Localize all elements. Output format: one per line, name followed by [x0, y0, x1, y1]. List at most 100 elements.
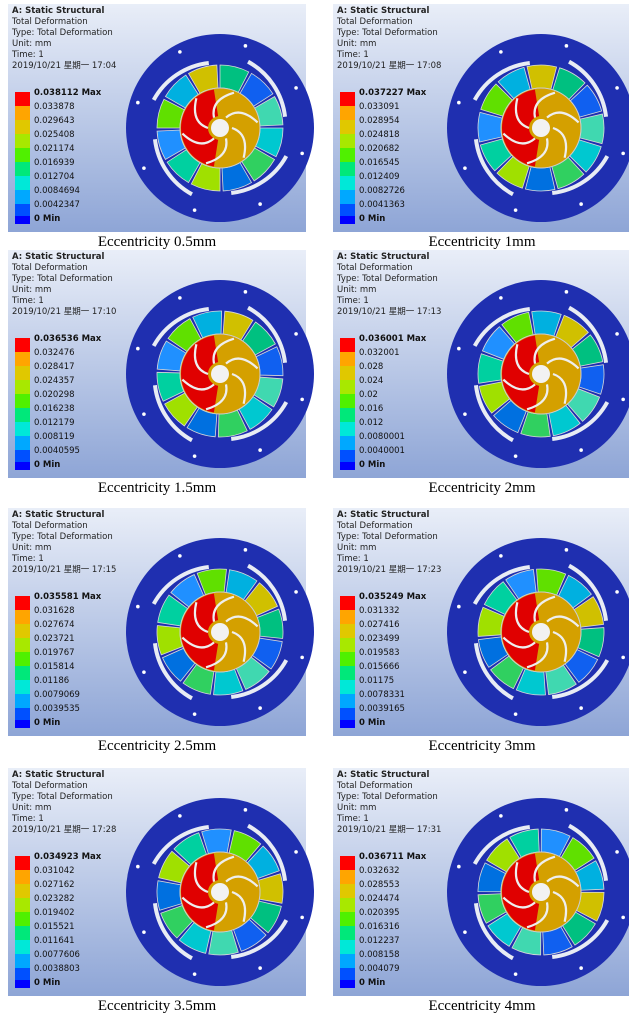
hub: [532, 883, 550, 901]
legend-band: [15, 422, 30, 436]
header-line: A: Static Structural: [337, 770, 429, 780]
legend-band: [340, 638, 355, 652]
bolt-hole: [178, 50, 182, 54]
legend-band: [340, 968, 355, 982]
caption: Eccentricity 1.5mm: [98, 480, 217, 496]
legend-band: [340, 190, 355, 204]
legend-label: 0.037227 Max: [359, 88, 427, 98]
legend-label: 0.024474: [359, 894, 400, 904]
legend-band: [340, 884, 355, 898]
bolt-hole: [258, 706, 262, 710]
legend-band: [340, 912, 355, 926]
flow-segment: [525, 167, 555, 191]
bolt-hole: [142, 166, 146, 170]
legend-label: 0.016316: [359, 922, 400, 932]
bolt-hole: [579, 966, 583, 970]
legend-band: [15, 856, 30, 870]
header-line: Unit: mm: [337, 543, 376, 553]
legend-band: [340, 720, 355, 728]
legend-band: [15, 450, 30, 464]
legend-label: 0.028553: [359, 880, 400, 890]
legend-band: [15, 134, 30, 148]
legend-label: 0.033878: [34, 102, 75, 112]
legend-band: [15, 912, 30, 926]
legend-band: [340, 380, 355, 394]
legend-label: 0.0038803: [34, 964, 80, 974]
bolt-hole: [579, 448, 583, 452]
legend-band: [340, 134, 355, 148]
bolt-hole: [615, 86, 619, 90]
legend-label: 0.032476: [34, 348, 75, 358]
legend-label: 0.020682: [359, 144, 400, 154]
legend-label: 0.024357: [34, 376, 75, 386]
legend-band: [340, 898, 355, 912]
legend-band: [340, 120, 355, 134]
legend-band: [15, 204, 30, 218]
figure: A: Static StructuralTotal DeformationTyp…: [0, 0, 629, 1034]
legend-label: 0.01186: [34, 676, 69, 686]
legend-label: 0.019767: [34, 648, 75, 658]
header-line: Time: 1: [11, 814, 44, 824]
legend-band: [15, 898, 30, 912]
legend-label: 0.015521: [34, 922, 75, 932]
bolt-hole: [136, 101, 140, 105]
panel: A: Static StructuralTotal DeformationTyp…: [333, 4, 629, 250]
legend-band: [15, 92, 30, 106]
header-line: Unit: mm: [337, 285, 376, 295]
legend-band: [340, 422, 355, 436]
legend-band: [15, 366, 30, 380]
legend-label: 0.021174: [34, 144, 75, 154]
legend-band: [340, 204, 355, 218]
bolt-hole: [463, 412, 467, 416]
header-line: Type: Total Deformation: [11, 532, 113, 542]
caption: Eccentricity 2.5mm: [98, 738, 217, 754]
header-line: A: Static Structural: [337, 252, 429, 262]
legend-band: [15, 980, 30, 988]
header-line: A: Static Structural: [12, 6, 104, 16]
legend-label: 0.023282: [34, 894, 75, 904]
header-line: Total Deformation: [11, 521, 88, 531]
header-line: Total Deformation: [336, 17, 413, 27]
legend-label: 0.012: [359, 418, 383, 428]
legend-label: 0.008119: [34, 432, 75, 442]
legend-label: 0.004079: [359, 964, 400, 974]
bolt-hole: [463, 670, 467, 674]
legend-band: [340, 106, 355, 120]
legend-label: 0.027416: [359, 620, 400, 630]
caption: Eccentricity 0.5mm: [98, 234, 217, 250]
legend-band: [340, 596, 355, 610]
legend-band: [340, 408, 355, 422]
caption: Eccentricity 3mm: [428, 738, 535, 754]
legend-label: 0.028954: [359, 116, 400, 126]
legend-band: [15, 680, 30, 694]
legend-label: 0.019583: [359, 648, 400, 658]
legend-label: 0.0077606: [34, 950, 80, 960]
bolt-hole: [142, 670, 146, 674]
legend-band: [15, 120, 30, 134]
legend-band: [340, 436, 355, 450]
legend-band: [15, 462, 30, 470]
header-line: Unit: mm: [12, 543, 51, 553]
bolt-hole: [579, 706, 583, 710]
legend-label: 0.029643: [34, 116, 75, 126]
legend-label: 0.0082726: [359, 186, 405, 196]
bolt-hole: [514, 712, 518, 716]
legend-label: 0 Min: [34, 460, 60, 470]
bolt-hole: [615, 332, 619, 336]
legend-label: 0.012179: [34, 418, 75, 428]
legend-band: [340, 856, 355, 870]
header-line: Type: Total Deformation: [336, 28, 438, 38]
bolt-hole: [615, 850, 619, 854]
legend-label: 0.023721: [34, 634, 75, 644]
header-line: 2019/10/21 星期一 17:23: [337, 565, 441, 575]
bolt-hole: [258, 448, 262, 452]
legend-band: [15, 638, 30, 652]
bolt-hole: [294, 332, 298, 336]
bolt-hole: [244, 808, 248, 812]
legend-band: [340, 694, 355, 708]
header-line: A: Static Structural: [12, 510, 104, 520]
header-line: Total Deformation: [336, 781, 413, 791]
bolt-hole: [136, 347, 140, 351]
legend-band: [15, 940, 30, 954]
